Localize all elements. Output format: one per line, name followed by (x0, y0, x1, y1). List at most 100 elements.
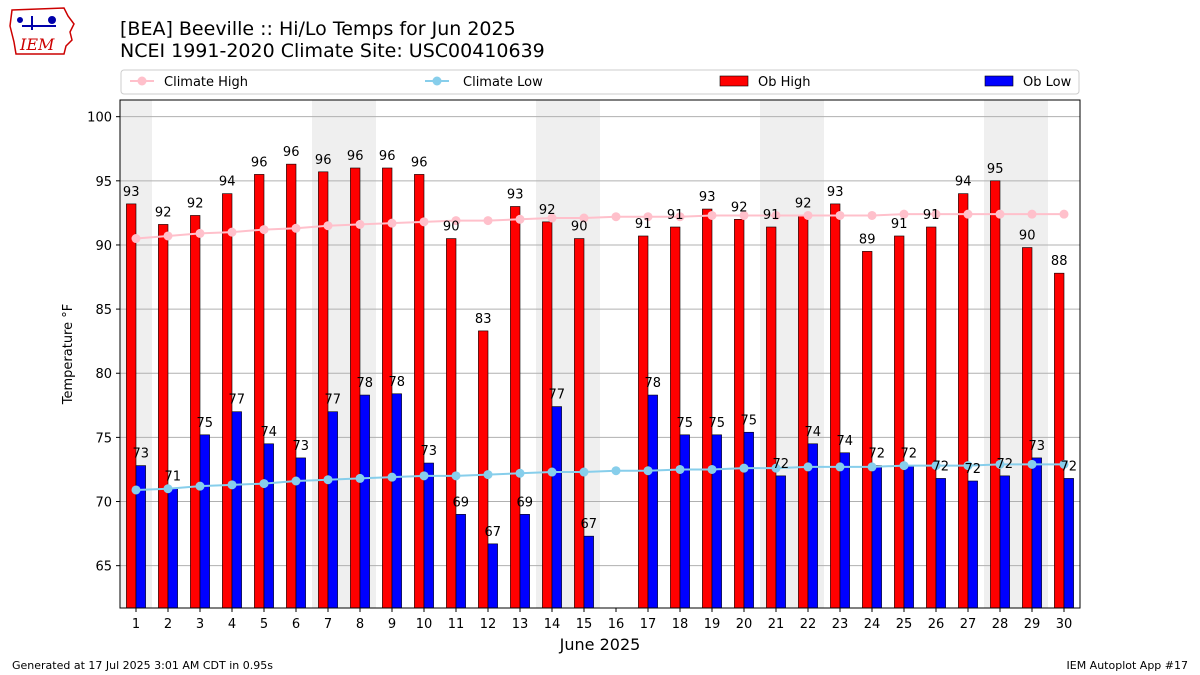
ob-low-label-3: 75 (197, 416, 214, 431)
logo-text: IEM (19, 35, 55, 54)
ob-high-bar-19 (702, 208, 713, 609)
ob-high-bar-1 (126, 203, 137, 609)
ob-low-bar-19 (711, 434, 722, 609)
climate-high-point-14 (547, 213, 557, 223)
climate-high-point-2 (163, 231, 173, 241)
x-tick-label-8: 8 (356, 617, 364, 632)
climate-high-point-28 (995, 209, 1005, 219)
climate-low-point-5 (259, 479, 269, 489)
ob-high-label-23: 93 (827, 185, 844, 200)
ob-high-label-6: 96 (283, 145, 300, 160)
y-tick-label-75: 75 (95, 431, 112, 446)
climate-high-point-23 (835, 210, 845, 220)
climate-low-point-19 (707, 464, 717, 474)
ob-low-bar-10 (423, 462, 434, 609)
ob-low-label-8: 78 (357, 376, 374, 391)
ob-low-bar-20 (743, 431, 754, 609)
ob-high-label-28: 95 (987, 162, 1004, 177)
climate-low-point-9 (387, 472, 397, 482)
climate-low-point-24 (867, 462, 877, 472)
ob-high-bar-7 (318, 171, 329, 609)
ob-high-bar-21 (766, 226, 777, 609)
y-tick-label-100: 100 (87, 111, 112, 126)
y-tick-label-90: 90 (95, 239, 112, 254)
ob-high-label-19: 93 (699, 190, 716, 205)
weather-station-icon (17, 16, 56, 30)
ob-high-bar-30 (1054, 272, 1065, 609)
y-tick-label-70: 70 (95, 496, 112, 511)
climate-low-point-17 (643, 466, 653, 476)
ob-low-bar-12 (487, 543, 498, 609)
ob-high-label-7: 96 (315, 153, 332, 168)
ob-low-label-2: 71 (165, 470, 182, 485)
ob-low-label-30: 72 (1061, 459, 1078, 474)
ob-high-bar-12 (478, 330, 489, 609)
climate-high-point-13 (515, 214, 525, 224)
climate-high-point-4 (227, 227, 237, 237)
ob-low-label-6: 73 (293, 439, 310, 454)
ob-low-label-17: 78 (645, 376, 662, 391)
ob-high-bar-24 (862, 251, 873, 609)
ob-high-label-5: 96 (251, 155, 268, 170)
ob-high-bar-15 (574, 238, 585, 609)
climate-low-point-18 (675, 464, 685, 474)
ob-high-bar-14 (542, 221, 553, 609)
x-tick-label-18: 18 (672, 617, 689, 632)
ob-high-bar-17 (638, 235, 649, 609)
x-tick-label-21: 21 (768, 617, 785, 632)
legend-box (120, 69, 1080, 95)
ob-low-bar-24 (871, 465, 882, 609)
ob-high-bar-3 (190, 215, 201, 609)
climate-low-point-23 (835, 462, 845, 472)
ob-low-label-4: 77 (229, 393, 246, 408)
climate-high-line (135, 213, 1064, 240)
chart-title-line-1: [BEA] Beeville :: Hi/Lo Temps for Jun 20… (120, 18, 516, 40)
climate-low-point-29 (1027, 459, 1037, 469)
climate-low-point-15 (579, 467, 589, 477)
ob-high-label-3: 92 (187, 196, 204, 211)
x-axis-label: June 2025 (559, 635, 641, 654)
ob-low-bar-11 (455, 514, 466, 609)
climate-low-line (135, 463, 1064, 491)
ob-high-label-30: 88 (1051, 254, 1068, 269)
ob-low-bar-27 (967, 480, 978, 609)
data-labels: 93 73 92 71 92 75 94 77 96 74 96 73 96 77 96 78 96 78 96 73… (123, 145, 1077, 540)
ob-high-label-26: 91 (923, 208, 940, 223)
ob-low-label-14: 77 (549, 388, 566, 403)
ob-high-bar-26 (926, 226, 937, 609)
y-tick-label-95: 95 (95, 175, 112, 190)
x-tick-label-20: 20 (736, 617, 753, 632)
ob-high-bar-22 (798, 215, 809, 609)
ob-high-bar-23 (830, 203, 841, 609)
ob-high-label-17: 91 (635, 217, 652, 232)
ob-high-bar-13 (510, 206, 521, 609)
chart-title-line-2: NCEI 1991-2020 Climate Site: USC00410639 (120, 40, 545, 62)
ob-high-bar-2 (158, 224, 169, 609)
ob-low-label-27: 72 (965, 462, 982, 477)
x-tick-label-28: 28 (992, 617, 1009, 632)
climate-high-point-25 (899, 209, 909, 219)
x-tick-label-24: 24 (864, 617, 881, 632)
ob-high-label-18: 91 (667, 208, 684, 223)
ob-low-bar-26 (935, 478, 946, 609)
climate-lines (131, 209, 1069, 495)
climate-high-point-12 (483, 216, 493, 226)
climate-low-point-2 (163, 484, 173, 494)
ob-high-label-25: 91 (891, 217, 908, 232)
ob-low-label-9: 78 (389, 375, 406, 390)
ob-low-bar-13 (519, 514, 530, 609)
climate-low-point-4 (227, 480, 237, 490)
climate-high-point-18 (675, 212, 685, 222)
ob-low-bar-3 (199, 434, 210, 609)
x-tick-label-13: 13 (512, 617, 529, 632)
climate-low-point-8 (355, 473, 365, 483)
climate-high-point-17 (643, 212, 653, 222)
ob-high-label-12: 83 (475, 312, 492, 327)
climate-low-point-27 (963, 461, 973, 471)
ob-low-label-19: 75 (709, 416, 726, 431)
climate-low-point-1 (131, 485, 141, 495)
climate-low-point-21 (771, 463, 781, 473)
climate-high-point-11 (451, 216, 461, 226)
ob-low-label-15: 67 (581, 517, 598, 532)
ob-low-bar-8 (359, 394, 370, 609)
